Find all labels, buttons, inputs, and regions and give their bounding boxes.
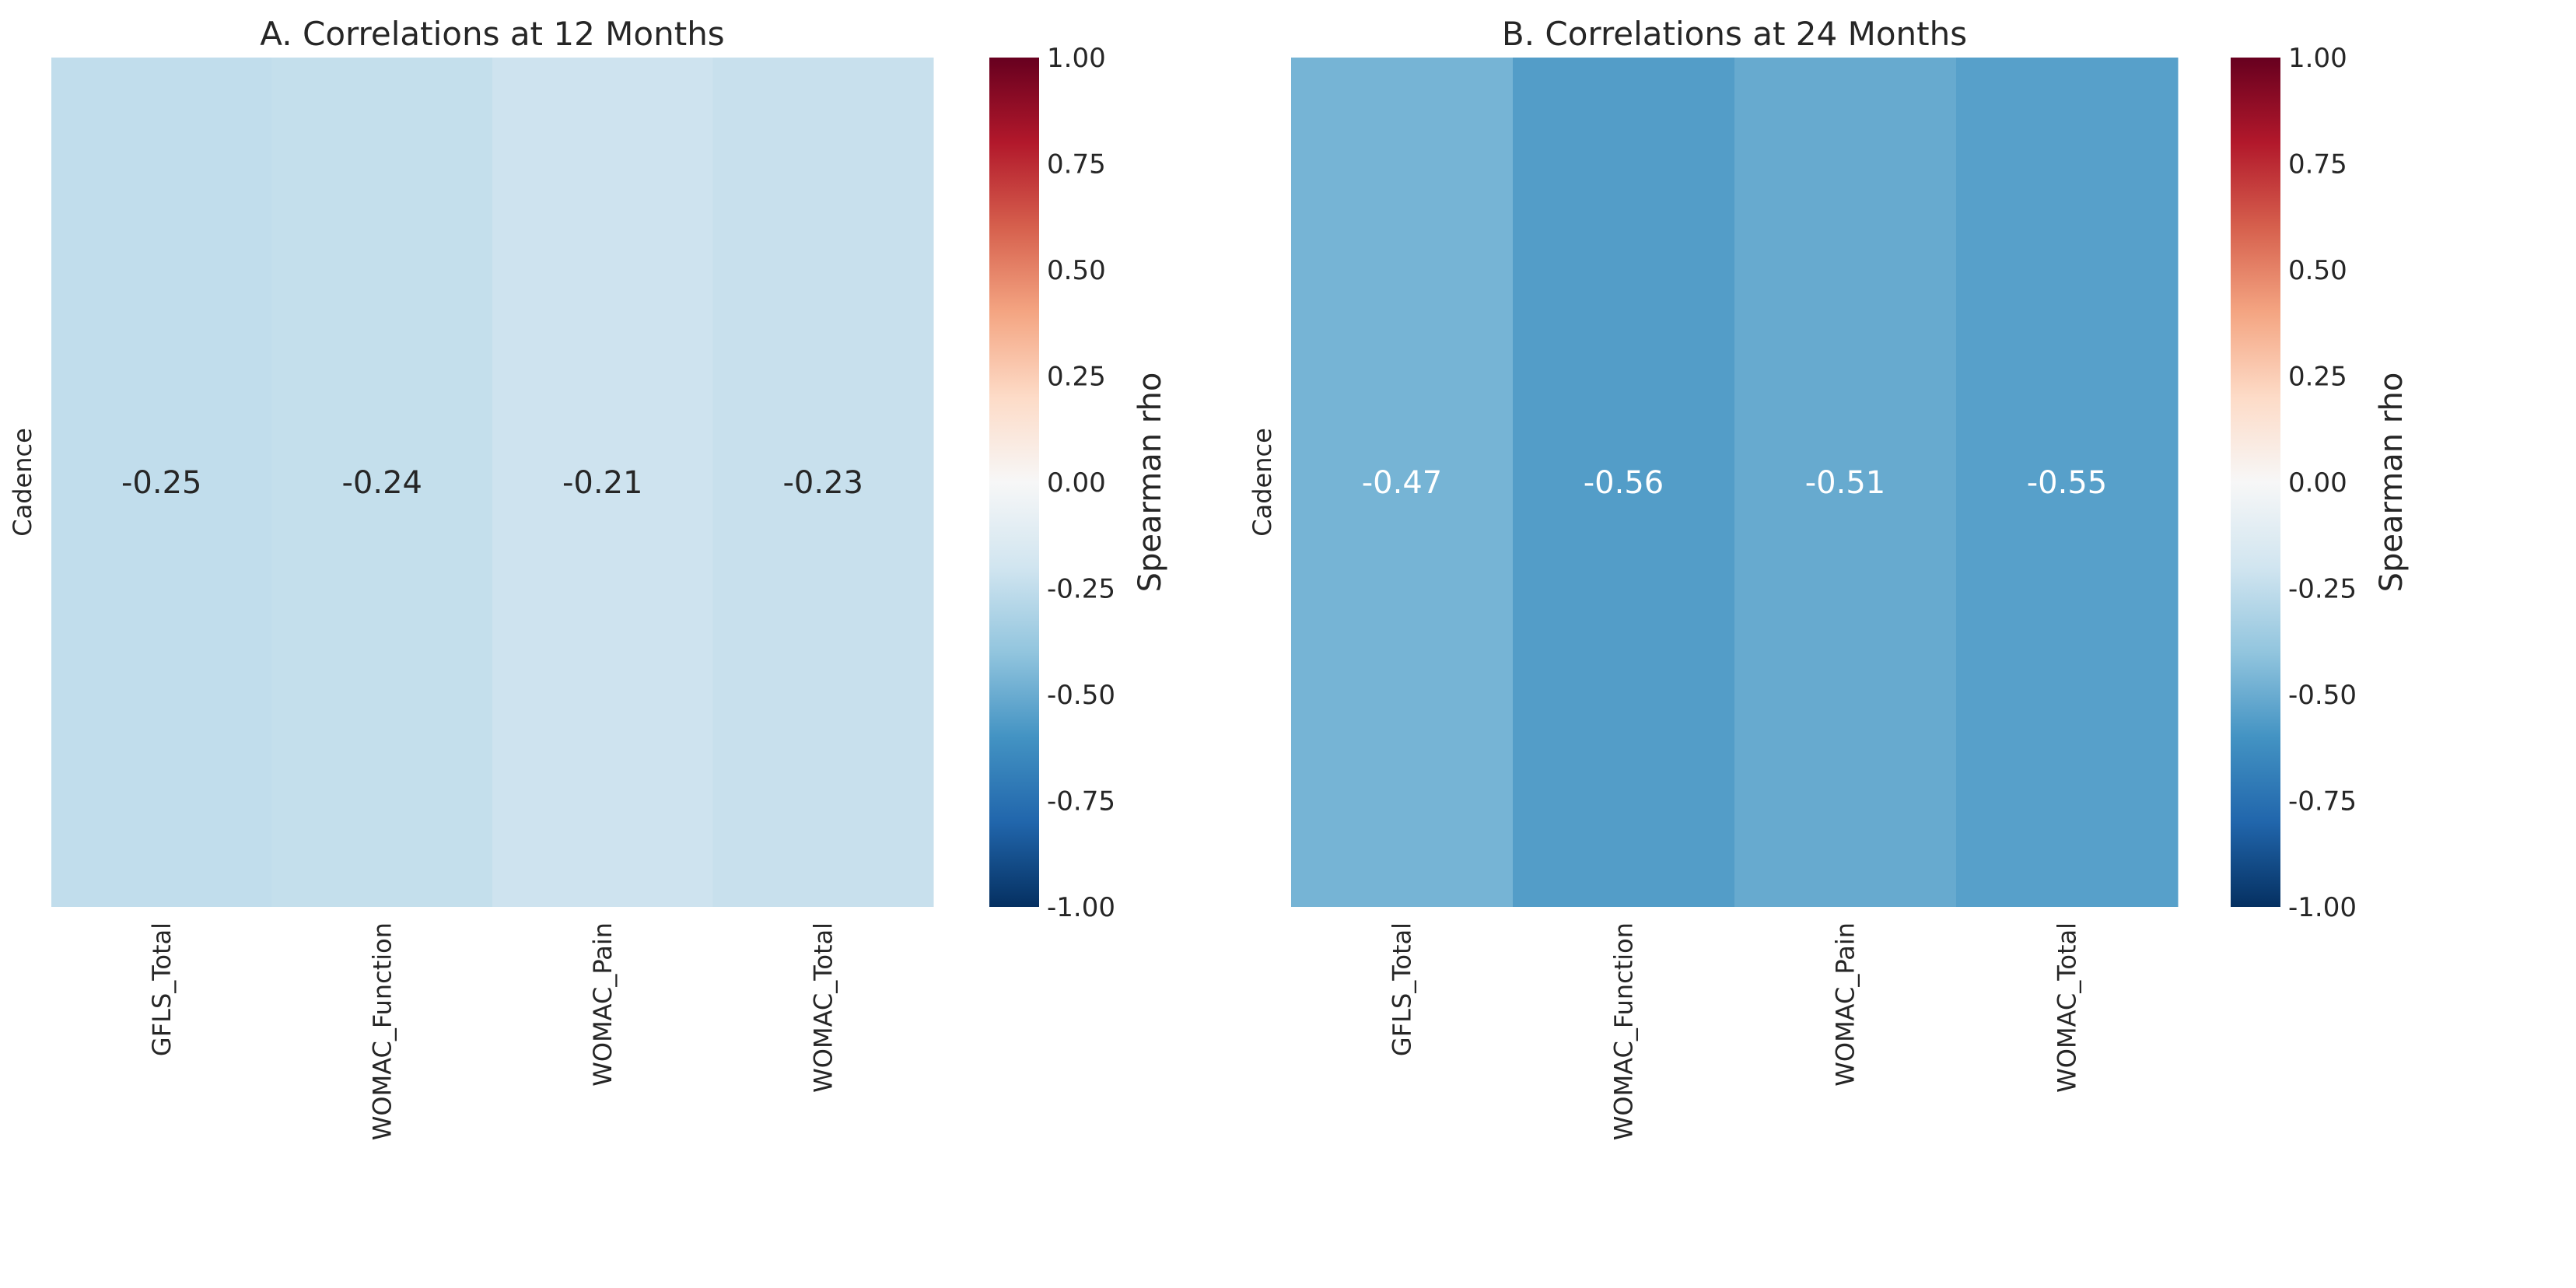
y-tick-label: Cadence [1248,428,1277,537]
colorbar-tick-label: -0.25 [1047,574,1115,605]
y-tick-label: Cadence [8,428,37,537]
cell-annotation: -0.25 [121,465,202,501]
colorbar-tick-label: 0.75 [1047,149,1106,180]
colorbar-tick-label: 1.00 [2288,43,2347,74]
cell-annotation: -0.47 [1362,465,1443,501]
colorbar-tick-label: -1.00 [1047,892,1115,923]
cell-annotation: -0.21 [562,465,643,501]
colorbar-tick-label: 0.25 [2288,362,2347,393]
colorbar-tick-label: -0.50 [2288,680,2357,711]
colorbar-label: Spearman rho [2374,373,2410,593]
colorbar-tick-label: -0.75 [2288,786,2357,817]
colorbar-tick-label: -0.75 [1047,786,1115,817]
colorbar-tick-label: 1.00 [1047,43,1106,74]
colorbar [989,58,1039,907]
colorbar-label: Spearman rho [1132,373,1168,593]
x-tick-label: GFLS_Total [147,922,177,1056]
cell-annotation: -0.24 [342,465,423,501]
colorbar-tick-label: 0.75 [2288,149,2347,180]
cell-annotation: -0.56 [1584,465,1664,501]
x-tick-label: WOMAC_Total [2053,922,2082,1093]
heatmap-cell [712,58,934,907]
heatmap-cell [1956,58,2179,907]
heatmap-cell [492,58,713,907]
x-tick-label: WOMAC_Pain [1831,922,1860,1087]
cell-annotation: -0.55 [2027,465,2108,501]
x-tick-label: WOMAC_Total [808,922,838,1093]
colorbar-tick-label: -1.00 [2288,892,2357,923]
x-tick-label: WOMAC_Function [1609,922,1639,1140]
chart-title: B. Correlations at 24 Months [1502,15,1967,53]
heatmap-panel-a: A. Correlations at 12 Months -0.25 GFLS_To… [8,15,1168,1140]
colorbar-tick-label: 0.00 [1047,467,1106,499]
cell-annotation: -0.51 [1805,465,1886,501]
colorbar-tick-label: -0.50 [1047,680,1115,711]
colorbar-tick-label: -0.25 [2288,574,2357,605]
colorbar-tick-label: 0.25 [1047,362,1106,393]
heatmap-cell [51,58,272,907]
cell-annotation: -0.23 [783,465,864,501]
chart-title: A. Correlations at 12 Months [260,15,724,53]
colorbar-tick-label: 0.00 [2288,467,2347,499]
heatmap-cell [1291,58,1514,907]
x-tick-label: GFLS_Total [1388,922,1417,1056]
heatmap-cell [1513,58,1735,907]
heatmap-cell [271,58,493,907]
x-tick-label: WOMAC_Pain [588,922,618,1087]
x-tick-label: WOMAC_Function [367,922,397,1140]
heatmap-panel-b: B. Correlations at 24 Months -0.47 GFLS_To… [1248,15,2410,1140]
heatmap-cell [1734,58,1957,907]
colorbar [2231,58,2280,907]
colorbar-tick-label: 0.50 [2288,255,2347,286]
colorbar-tick-label: 0.50 [1047,255,1106,286]
